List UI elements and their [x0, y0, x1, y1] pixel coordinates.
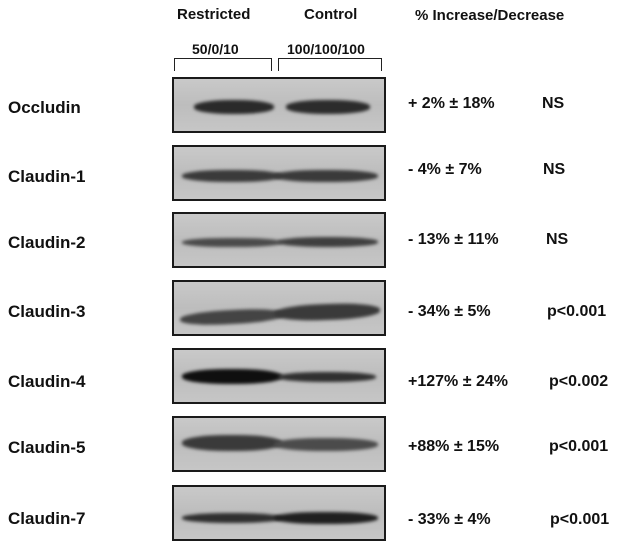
change-header: % Increase/Decrease: [415, 7, 565, 24]
protein-label: Occludin: [8, 98, 81, 117]
band-restricted: [182, 369, 282, 384]
blot-panel: [172, 280, 386, 336]
control-dose: 100/100/100: [287, 41, 365, 57]
protein-label: Claudin-7: [8, 509, 86, 528]
significance: NS: [546, 231, 569, 248]
band-restricted: [194, 100, 274, 114]
change-value: - 34% ± 5%: [408, 303, 491, 320]
blot-panel: [172, 77, 386, 133]
significance: p<0.001: [547, 303, 607, 320]
band-control: [278, 372, 376, 382]
band-control: [274, 512, 378, 524]
significance: NS: [542, 95, 565, 112]
change-value: - 4% ± 7%: [408, 161, 482, 178]
blot-panel: [172, 416, 386, 472]
blot-panel: [172, 145, 386, 201]
band-control: [278, 237, 378, 247]
protein-label: Claudin-4: [8, 372, 86, 391]
blot-row-occludin: Occludin + 2% ± 18% NS: [0, 77, 632, 135]
protein-label: Claudin-3: [8, 302, 86, 321]
band-restricted: [182, 170, 282, 182]
change-value: - 33% ± 4%: [408, 511, 491, 528]
significance: p<0.001: [550, 511, 610, 528]
band-restricted: [179, 307, 285, 327]
band-control: [274, 170, 378, 182]
restricted-header: Restricted: [177, 6, 251, 23]
blot-row-claudin-2: Claudin-2 - 13% ± 11% NS: [0, 212, 632, 270]
control-header: Control: [304, 6, 358, 23]
change-value: +88% ± 15%: [408, 438, 500, 455]
blot-panel: [172, 212, 386, 268]
change-value: + 2% ± 18%: [408, 95, 495, 112]
protein-label: Claudin-1: [8, 167, 86, 186]
blot-row-claudin-5: Claudin-5 +88% ± 15% p<0.001: [0, 416, 632, 474]
band-restricted: [182, 513, 282, 523]
band-control: [273, 302, 381, 322]
blot-row-claudin-3: Claudin-3 - 34% ± 5% p<0.001: [0, 280, 632, 338]
change-value: - 13% ± 11%: [408, 231, 499, 248]
protein-label: Claudin-2: [8, 233, 86, 252]
significance: p<0.002: [549, 373, 609, 390]
band-control: [286, 100, 370, 114]
change-value: +127% ± 24%: [408, 373, 508, 390]
blot-row-claudin-1: Claudin-1 - 4% ± 7% NS: [0, 145, 632, 203]
band-control: [274, 438, 378, 451]
protein-label: Claudin-5: [8, 438, 86, 457]
band-restricted: [182, 435, 282, 451]
band-restricted: [182, 238, 282, 247]
blot-row-claudin-7: Claudin-7 - 33% ± 4% p<0.001: [0, 485, 632, 543]
significance: p<0.001: [549, 438, 609, 455]
blot-row-claudin-4: Claudin-4 +127% ± 24% p<0.002: [0, 348, 632, 406]
significance: NS: [543, 161, 566, 178]
restricted-dose: 50/0/10: [192, 41, 239, 57]
blot-panel: [172, 485, 386, 541]
blot-panel: [172, 348, 386, 404]
restricted-bracket: [174, 58, 272, 71]
control-bracket: [278, 58, 382, 71]
